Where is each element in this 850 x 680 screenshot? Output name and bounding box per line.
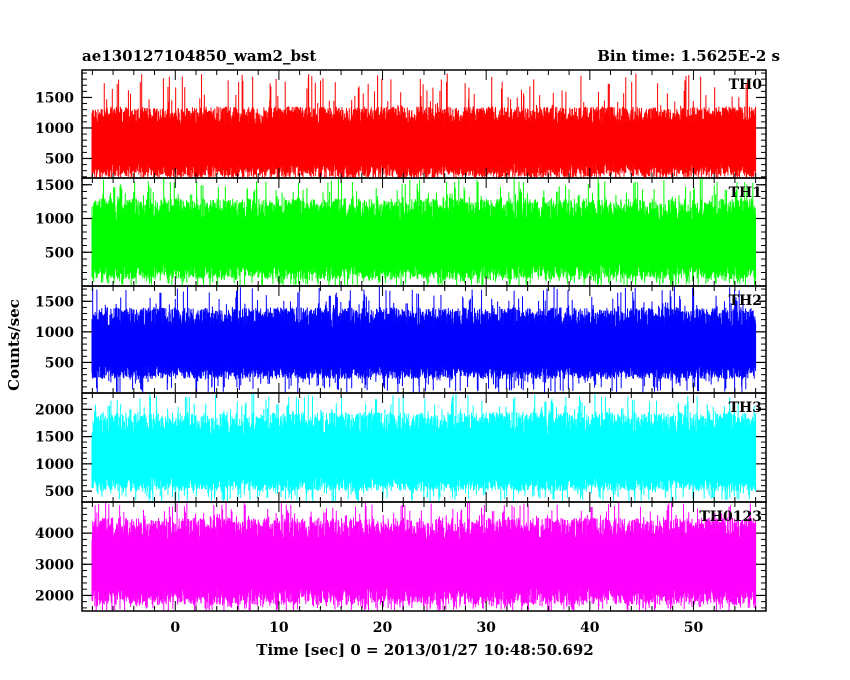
- chart-title: ae130127104850_wam2_bst: [82, 47, 316, 65]
- y-tick-label: 1000: [35, 212, 74, 228]
- panel-th3: 500 1000 1500 2000 TH3: [35, 392, 767, 503]
- y-tick-label: 1500: [35, 178, 74, 194]
- series-fill-th1: [92, 222, 756, 264]
- y-tick-label: 500: [45, 484, 74, 500]
- panel-label-th0123: TH0123: [699, 509, 762, 525]
- x-tick-label: 20: [373, 620, 393, 636]
- panel-label-th0: TH0: [729, 77, 763, 93]
- y-axis-label: Counts/sec: [5, 299, 23, 391]
- y-tick-label: 3000: [35, 557, 74, 573]
- panel-th1: 500 1000 1500 TH1: [35, 177, 767, 287]
- panel-th0123: 2000 3000 4000 TH0123: [35, 501, 767, 612]
- x-tick-label: 0: [170, 620, 180, 636]
- y-tick-label: 1000: [35, 457, 74, 473]
- y-tick-label: 1500: [35, 294, 74, 310]
- x-tick-label: 50: [684, 620, 704, 636]
- panel-th2: 500 1000 1500 TH2: [35, 285, 767, 394]
- panel-label-th2: TH2: [729, 293, 762, 309]
- series-fill-th0123: [92, 541, 756, 588]
- x-tick-label: 40: [580, 620, 600, 636]
- series-fill-th2: [92, 329, 756, 366]
- y-tick-label: 4000: [35, 526, 74, 542]
- panel-th0: 500 1000 1500 TH0: [35, 69, 767, 179]
- x-tick-label: 10: [269, 620, 289, 636]
- y-tick-label: 1000: [35, 325, 74, 341]
- y-tick-label: 1500: [35, 430, 74, 446]
- x-axis-label: Time [sec] 0 = 2013/01/27 10:48:50.692: [256, 641, 593, 659]
- panel-label-th1: TH1: [729, 185, 762, 201]
- y-tick-label: 2000: [35, 588, 74, 604]
- y-tick-label: 500: [45, 245, 74, 261]
- y-tick-label: 500: [45, 151, 74, 167]
- y-tick-label: 1000: [35, 121, 74, 137]
- y-tick-label: 1500: [35, 90, 74, 106]
- series-fill-th3: [92, 436, 756, 477]
- y-tick-label: 500: [45, 355, 74, 371]
- series-fill-th0: [92, 126, 756, 163]
- y-tick-label: 2000: [35, 402, 74, 418]
- chart-subtitle: Bin time: 1.5625E-2 s: [597, 47, 780, 65]
- x-tick-label: 30: [476, 620, 496, 636]
- panel-label-th3: TH3: [729, 400, 762, 416]
